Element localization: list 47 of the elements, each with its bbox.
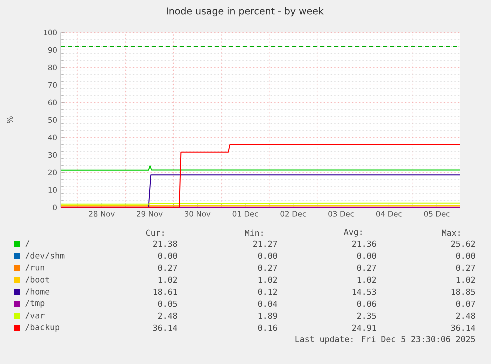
text: 2.48 xyxy=(158,312,178,320)
text: 0.07 xyxy=(456,300,476,308)
text: 14.53 xyxy=(352,288,376,296)
text: Last update: Fri Dec 5 23:30:06 2025 xyxy=(296,336,476,344)
text: 0.06 xyxy=(357,300,376,308)
legend-label: /var xyxy=(26,312,45,320)
text: 18.85 xyxy=(452,288,476,296)
text: 21.36 xyxy=(352,240,376,248)
text: 0.05 xyxy=(158,300,178,308)
text: 1.02 xyxy=(158,276,178,284)
text: 0.00 xyxy=(456,252,476,260)
text: 0.00 xyxy=(258,252,278,260)
text: 21.27 xyxy=(254,240,278,248)
text: 36.14 xyxy=(153,324,178,332)
text: 0.00 xyxy=(158,252,178,260)
legend-label: /home xyxy=(26,288,50,296)
legend-label: /dev/shm xyxy=(26,252,65,260)
legend-label: /backup xyxy=(26,324,60,332)
text: Min: xyxy=(245,230,263,236)
text: 36.14 xyxy=(451,324,476,332)
legend-label: /run xyxy=(26,264,44,272)
text: Max: xyxy=(442,230,460,236)
text: 0.12 xyxy=(258,288,278,296)
text: 1.89 xyxy=(258,312,278,320)
legend-label: / xyxy=(26,240,30,248)
text: 0.27 xyxy=(258,264,278,272)
text: 18.61 xyxy=(154,288,178,296)
text: 0.27 xyxy=(357,264,376,272)
text: 2.35 xyxy=(358,312,376,320)
text: 1.02 xyxy=(456,276,476,284)
line-series xyxy=(60,144,461,208)
chart-title: Inode usage in percent - by week xyxy=(167,7,324,17)
text: 0.16 xyxy=(258,324,278,332)
text: 0.27 xyxy=(456,264,476,272)
legend-label: /tmp xyxy=(26,300,45,308)
text: 25.62 xyxy=(452,240,476,248)
text: 1.02 xyxy=(258,276,278,284)
text: 1.02 xyxy=(358,276,376,284)
legend-label: /boot xyxy=(26,276,50,284)
text: 0.27 xyxy=(158,264,178,272)
text: Avg: xyxy=(344,229,362,237)
text: 0.04 xyxy=(258,300,278,308)
text: 2.48 xyxy=(456,312,476,320)
text: Cur: xyxy=(146,230,164,236)
text: 0.00 xyxy=(357,252,376,260)
text: 24.91 xyxy=(352,324,376,332)
text: 21.38 xyxy=(154,240,178,248)
